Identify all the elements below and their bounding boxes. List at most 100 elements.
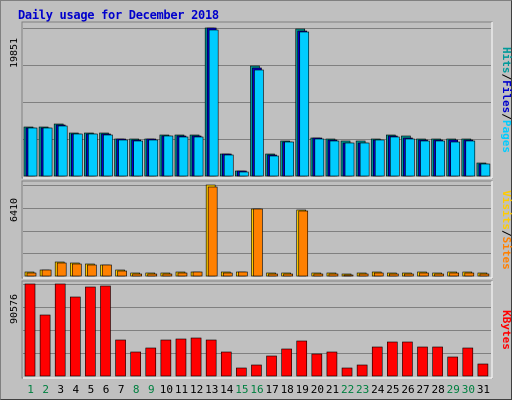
bar-pages-day-12	[193, 136, 204, 177]
bar-kbytes-day-4	[69, 296, 81, 377]
x-tick-label-day-13: 13	[205, 383, 218, 396]
bar-kbytes-day-26	[402, 341, 413, 377]
x-tick-label-day-10: 10	[160, 383, 173, 396]
bar-kbytes-day-10	[160, 339, 172, 377]
x-tick-label-day-24: 24	[371, 383, 385, 396]
bar-sites-day-17	[268, 273, 278, 277]
bar-sites-day-6	[102, 264, 112, 277]
bar-pages-day-8	[133, 140, 143, 177]
bar-sites-day-1	[26, 272, 37, 277]
bar-pages-day-27	[420, 140, 430, 177]
x-tick-label-day-18: 18	[281, 383, 294, 396]
x-tick-label-day-9: 9	[148, 383, 155, 396]
legend-separator: /	[500, 230, 512, 237]
bar-sites-day-22	[343, 274, 354, 277]
bar-pages-day-18	[284, 141, 294, 177]
x-tick-label-day-23: 23	[356, 383, 369, 396]
panel-middle-legend: Visits/Sites	[500, 190, 512, 270]
bar-kbytes-day-23	[356, 364, 368, 377]
bar-sites-day-10	[162, 273, 173, 277]
panel-middle-ymax-label: 6410	[9, 198, 20, 222]
bar-pages-day-9	[148, 139, 159, 177]
bar-kbytes-day-5	[85, 286, 96, 377]
bar-pages-day-10	[163, 135, 174, 177]
bar-sites-day-29	[449, 272, 460, 277]
bar-kbytes-day-6	[100, 285, 111, 377]
legend-files: Files	[500, 80, 512, 113]
bar-pages-day-29	[450, 141, 461, 177]
bar-kbytes-day-12	[190, 337, 202, 377]
bar-kbytes-day-21	[326, 351, 338, 377]
bar-pages-day-7	[118, 139, 128, 177]
chart-title: Daily usage for December 2018	[18, 8, 219, 22]
bar-pages-day-11	[178, 136, 189, 177]
bar-kbytes-day-3	[54, 283, 66, 377]
bar-sites-day-23	[358, 273, 369, 277]
x-tick-label-day-16: 16	[250, 383, 263, 396]
bar-sites-day-3	[56, 262, 67, 277]
panel-bottom-legend: KBytes	[500, 310, 512, 350]
bar-sites-day-8	[132, 273, 142, 277]
x-tick-label-day-1: 1	[27, 383, 34, 396]
x-tick-label-day-7: 7	[118, 383, 125, 396]
x-tick-label-day-20: 20	[311, 383, 324, 396]
bar-pages-day-1	[27, 127, 38, 177]
x-tick-label-day-8: 8	[133, 383, 140, 396]
bar-pages-day-13	[208, 29, 219, 177]
x-tick-label-day-22: 22	[341, 383, 354, 396]
bar-sites-day-21	[328, 273, 339, 277]
bar-pages-day-15	[239, 171, 249, 177]
bar-kbytes-day-15	[236, 367, 247, 377]
bar-kbytes-day-31	[477, 363, 489, 377]
bar-pages-day-23	[359, 142, 370, 177]
bar-kbytes-day-29	[447, 356, 459, 377]
bar-kbytes-day-30	[462, 347, 474, 377]
bar-sites-day-26	[404, 273, 414, 277]
x-tick-label-day-31: 31	[477, 383, 490, 396]
legend-kbytes: KBytes	[500, 310, 512, 350]
bar-kbytes-day-24	[371, 346, 383, 377]
bar-kbytes-day-8	[130, 351, 141, 377]
bar-pages-day-16	[254, 69, 264, 177]
legend-pages: Pages	[500, 120, 512, 153]
panel-bottom-ymax-label: 90576	[9, 294, 20, 324]
legend-sites: Sites	[500, 237, 512, 270]
bar-pages-day-6	[103, 134, 113, 177]
x-tick-label-day-3: 3	[57, 383, 64, 396]
bar-sites-day-13	[207, 186, 218, 277]
x-tick-label-day-2: 2	[42, 383, 49, 396]
bar-sites-day-7	[117, 270, 127, 277]
bar-kbytes-day-13	[205, 339, 217, 377]
panel-top-legend: Hits/Files/Pages	[500, 47, 512, 153]
bar-kbytes-day-27	[417, 346, 428, 377]
x-tick-label-day-26: 26	[401, 383, 414, 396]
x-tick-label-day-11: 11	[175, 383, 188, 396]
legend-visits: Visits	[500, 190, 512, 230]
bar-pages-day-28	[435, 140, 445, 177]
x-tick-label-day-21: 21	[326, 383, 339, 396]
bar-kbytes-day-14	[220, 351, 232, 377]
bar-sites-day-5	[87, 264, 97, 277]
x-tick-label-day-17: 17	[265, 383, 278, 396]
bar-sites-day-16	[253, 208, 263, 277]
x-tick-label-day-15: 15	[235, 383, 248, 396]
x-tick-label-day-29: 29	[447, 383, 460, 396]
bar-sites-day-28	[434, 273, 444, 277]
bar-sites-day-24	[373, 272, 384, 277]
bar-sites-day-18	[283, 273, 293, 277]
bar-sites-day-20	[313, 273, 324, 277]
bar-sites-day-12	[192, 271, 203, 277]
bar-pages-day-21	[329, 140, 340, 177]
bar-kbytes-day-17	[266, 355, 277, 377]
bar-pages-day-25	[390, 136, 400, 177]
x-tick-label-day-12: 12	[190, 383, 203, 396]
bar-pages-day-5	[88, 133, 98, 177]
bar-sites-day-9	[147, 273, 158, 277]
bar-kbytes-day-18	[281, 348, 292, 377]
bar-pages-day-19	[299, 31, 310, 177]
bar-pages-day-20	[314, 138, 325, 177]
panel-top-ymax-label: 19851	[9, 38, 20, 68]
bar-pages-day-30	[465, 140, 476, 177]
legend-separator: /	[500, 113, 512, 120]
x-tick-label-day-30: 30	[462, 383, 475, 396]
